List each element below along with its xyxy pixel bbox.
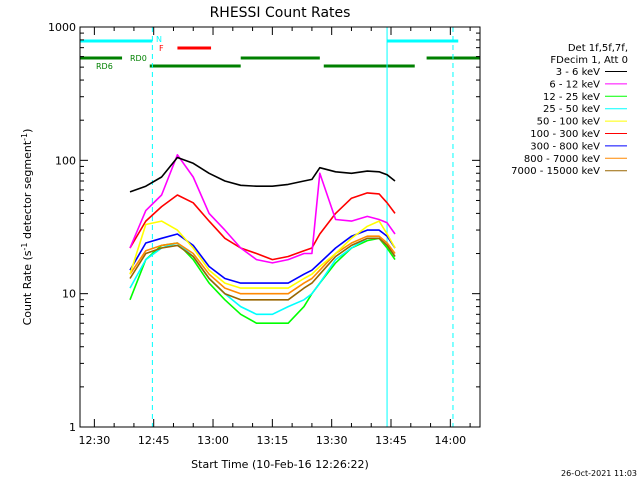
y-tick-label: 10 [62, 288, 76, 301]
flag-label: RD0 [130, 54, 147, 63]
legend-entry-label: 6 - 12 keV [549, 79, 600, 90]
series-line [129, 229, 396, 284]
legend-entry-label: 12 - 25 keV [543, 92, 600, 103]
legend-header: FDecim 1, Att 0 [550, 55, 628, 66]
y-axis-label: Count Rate (s-1 detector segment-1) [20, 129, 35, 326]
x-tick-label: 12:45 [138, 434, 170, 447]
legend-entry-label: 300 - 800 keV [530, 141, 600, 152]
y-label-exponent: -1 [20, 243, 29, 251]
series-line [129, 192, 396, 261]
x-tick-label: 13:45 [375, 434, 407, 447]
y-axis-ticks: 1 10 100 1000 [48, 21, 480, 434]
x-tick-label: 13:30 [316, 434, 348, 447]
series-line [129, 220, 396, 289]
chart-title: RHESSI Count Rates [210, 5, 351, 21]
y-tick-label: 1000 [48, 21, 76, 34]
legend-entry-label: 50 - 100 keV [537, 117, 601, 128]
x-tick-label: 13:00 [197, 434, 229, 447]
flag-label: N [156, 35, 162, 44]
series-line [129, 237, 396, 325]
series-line [129, 235, 396, 295]
y-tick-label: 1 [69, 421, 76, 434]
x-tick-label: 13:15 [257, 434, 289, 447]
legend-entry-label: 100 - 300 keV [530, 129, 600, 140]
legend-entry-label: 25 - 50 keV [543, 104, 600, 115]
legend-entry-label: 7000 - 15000 keV [511, 166, 600, 177]
y-tick-label: 100 [55, 154, 76, 167]
x-tick-label: 14:00 [434, 434, 466, 447]
legend-entry-label: 800 - 7000 keV [524, 154, 600, 165]
series-line [129, 156, 396, 193]
series-lines [129, 154, 396, 325]
series-line [129, 237, 396, 316]
footer-timestamp: 26-Oct-2021 11:03 [561, 469, 637, 478]
legend-entry-label: 3 - 6 keV [556, 67, 600, 78]
y-label-exponent: -1 [20, 133, 29, 141]
legend-header: Det 1f,5f,7f, [568, 43, 628, 54]
y-label-text: ) [21, 129, 34, 133]
series-line [129, 237, 396, 301]
instrument-flags: NF RD0 RD6 [80, 35, 480, 71]
y-label-text: Count Rate (s [21, 250, 34, 325]
y-label-text: detector segment [21, 140, 34, 242]
x-tick-label: 12:30 [79, 434, 111, 447]
x-axis-label: Start Time (10-Feb-16 12:26:22) [191, 458, 369, 471]
x-axis-ticks: 12:30 12:45 13:00 13:15 13:30 13:45 14:00 [79, 27, 471, 447]
plot-frame [79, 26, 481, 428]
flag-label: RD6 [96, 62, 113, 71]
flag-label: F [159, 44, 164, 53]
time-markers [79, 27, 454, 427]
